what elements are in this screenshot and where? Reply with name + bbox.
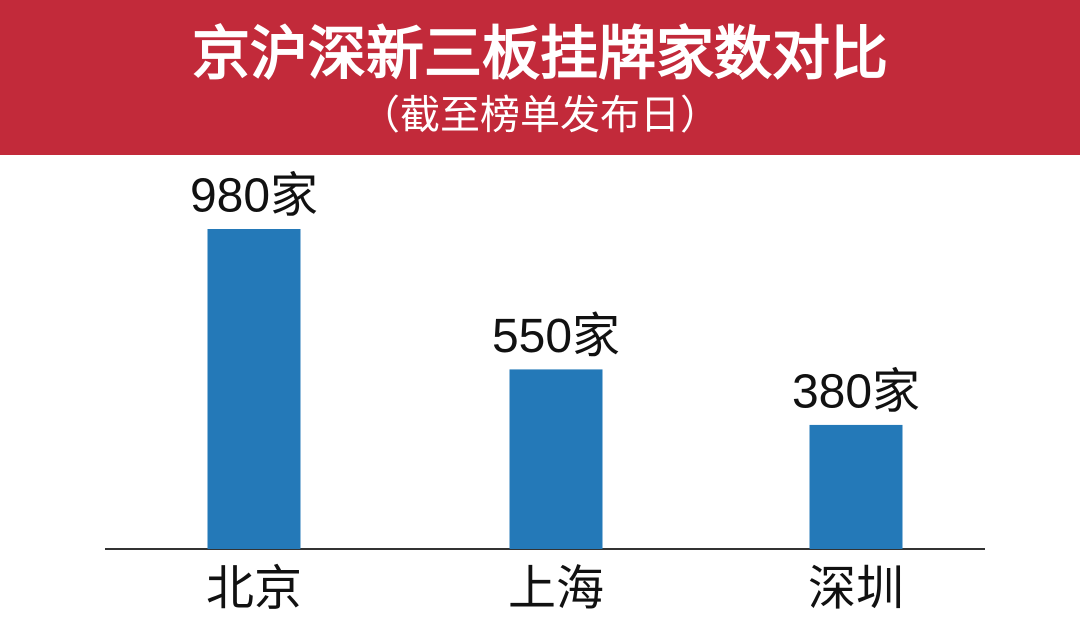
bar [207, 229, 301, 549]
bar [509, 369, 603, 549]
x-tick-label: 上海 [508, 563, 604, 616]
value-label: 380家 [792, 366, 920, 419]
bar [809, 424, 903, 549]
x-tick-label: 深圳 [808, 563, 904, 616]
header-band [0, 0, 1080, 155]
value-label: 550家 [492, 310, 620, 363]
x-tick-label: 北京 [206, 563, 302, 616]
value-label: 980家 [190, 170, 318, 223]
chart-title: 京沪深新三板挂牌家数对比 [192, 21, 888, 86]
chart-subtitle: （截至榜单发布日） [360, 94, 720, 138]
